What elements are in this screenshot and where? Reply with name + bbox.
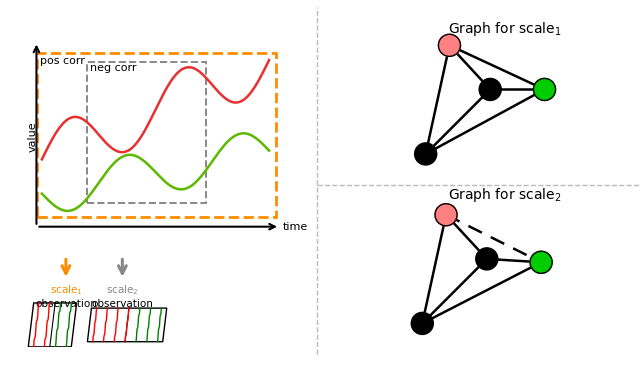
Circle shape [534,79,556,100]
Circle shape [412,312,433,334]
Circle shape [435,204,457,226]
Circle shape [438,34,460,56]
Text: observation: observation [92,299,154,309]
Text: neg corr: neg corr [90,63,137,73]
Text: Graph for scale$_{1}$: Graph for scale$_{1}$ [448,20,561,38]
Bar [88,62,206,203]
Text: time: time [283,222,308,232]
Text: pos corr: pos corr [40,56,85,66]
Bar [37,54,276,217]
Circle shape [530,251,552,273]
Text: Graph for scale$_{2}$: Graph for scale$_{2}$ [448,186,561,204]
Circle shape [479,79,501,100]
Circle shape [476,248,498,270]
Text: scale$_2$: scale$_2$ [106,283,139,297]
Text: observation: observation [35,299,97,309]
Circle shape [415,143,436,165]
Text: scale$_1$: scale$_1$ [49,283,83,297]
Text: value: value [28,121,38,152]
